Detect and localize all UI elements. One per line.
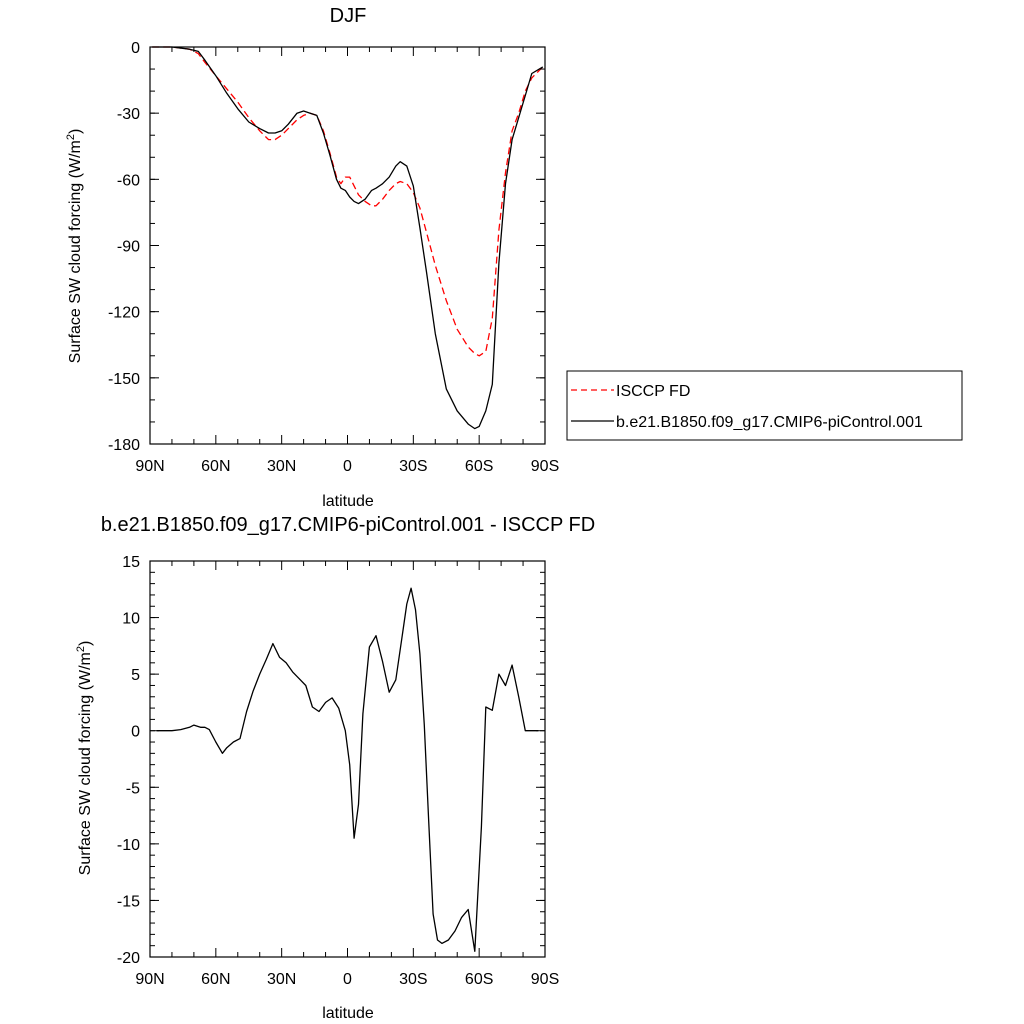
top-series-line-1 [152,46,544,430]
top-chart-title: DJF [330,5,367,27]
top-x-tick-label: 30N [267,458,296,475]
top-y-tick-label: -120 [108,305,140,322]
bottom-x-tick-label: 90N [135,971,164,988]
bottom-chart: b.e21.B1850.f09_g17.CMIP6-piControl.001 … [75,514,595,1022]
legend-label-model: b.e21.B1850.f09_g17.CMIP6-piControl.001 [616,414,923,431]
top-legend: ISCCP FD b.e21.B1850.f09_g17.CMIP6-piCon… [566,370,963,441]
bottom-y-tick-label: -5 [126,780,140,797]
top-chart: DJF 90N 60N 30N 0 30S 60S 90S 0 -30 -60 -90 -120 -15… [65,5,963,510]
top-series-line-0 [152,46,544,357]
top-y-axis-label: Surface SW cloud forcing (W/m2) [65,129,84,364]
legend-box [566,370,963,441]
bottom-x-tick-label: 90S [531,971,559,988]
top-x-tick-label: 90S [531,458,559,475]
bottom-x-tick-label: 60N [201,971,230,988]
top-x-tick-label: 0 [343,458,352,475]
top-y-tick-label: -180 [108,437,140,454]
bottom-y-tick-label: -10 [117,837,140,854]
top-x-tick-label: 60N [201,458,230,475]
bottom-y-tick-label: 10 [122,611,140,628]
bottom-y-axis-label: Surface SW cloud forcing (W/m2) [75,641,94,876]
bottom-y-tick-label: -20 [117,950,140,967]
bottom-x-tick-label: 30N [267,971,296,988]
bottom-y-tick-label: 15 [122,554,140,571]
bottom-x-axis-label: latitude [322,1005,374,1022]
bottom-x-tick-label: 0 [343,971,352,988]
bottom-chart-title: b.e21.B1850.f09_g17.CMIP6-piControl.001 … [101,514,595,536]
bottom-y-tick-label: -15 [117,893,140,910]
top-y-tick-label: -150 [108,371,140,388]
bottom-x-tick-label: 60S [465,971,493,988]
bottom-plot-frame [149,560,546,958]
top-y-tick-label: 0 [131,40,140,57]
bottom-x-tick-label: 30S [399,971,427,988]
top-y-tick-label: -90 [117,239,140,256]
top-x-axis-label: latitude [322,493,374,510]
legend-label-isccp: ISCCP FD [616,383,690,400]
bottom-y-tick-label: 0 [131,724,140,741]
top-x-tick-label: 30S [399,458,427,475]
top-y-tick-label: -30 [117,106,140,123]
top-x-tick-label: 60S [465,458,493,475]
bottom-series-line-0 [156,587,539,952]
bottom-y-tick-label: 5 [131,667,140,684]
top-y-tick-label: -60 [117,172,140,189]
top-x-tick-label: 90N [135,458,164,475]
top-plot-frame [149,46,546,445]
